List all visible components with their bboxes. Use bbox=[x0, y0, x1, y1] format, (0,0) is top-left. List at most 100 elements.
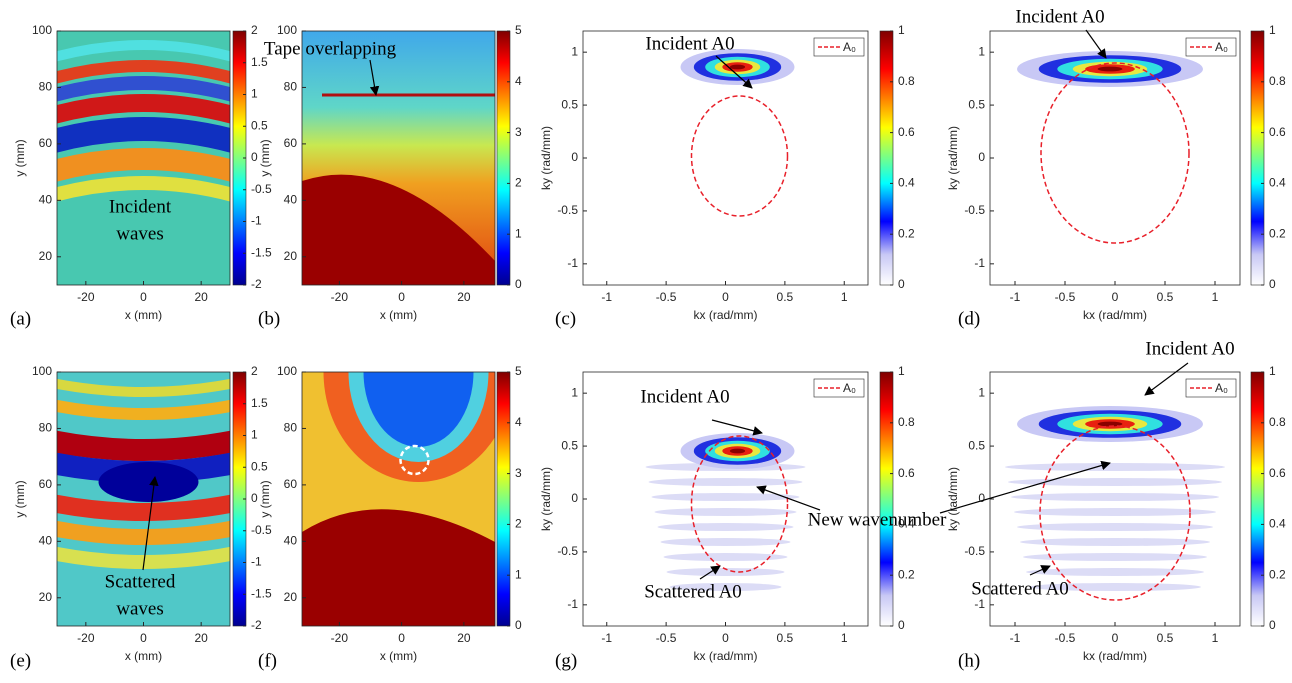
spectrum-streak bbox=[1014, 508, 1216, 516]
y-tick-label: 40 bbox=[39, 193, 53, 207]
colorbar-tick-label: -2 bbox=[251, 618, 262, 632]
y-axis-label: y (mm) bbox=[13, 139, 27, 176]
panel-label: (b) bbox=[258, 308, 280, 329]
x-tick-label: 0.5 bbox=[1157, 290, 1174, 304]
spectrum-streak bbox=[654, 508, 797, 516]
y-tick-label: 0.5 bbox=[561, 97, 578, 111]
spectrum-blob bbox=[1097, 421, 1123, 427]
colorbar-tick-label: 0.8 bbox=[898, 415, 915, 429]
y-tick-label: 1 bbox=[571, 385, 578, 399]
spectrum-streak bbox=[657, 523, 794, 531]
colorbar-tick-label: 0.2 bbox=[898, 567, 915, 581]
defect-marker bbox=[399, 444, 430, 476]
colorbar-tick-label: -0.5 bbox=[251, 523, 272, 537]
panel-label: (e) bbox=[10, 650, 31, 671]
y-tick-label: 100 bbox=[277, 364, 297, 378]
colorbar-tick-label: 0.5 bbox=[251, 118, 268, 132]
annotation: waves bbox=[116, 223, 163, 244]
colorbar-tick-label: 0.2 bbox=[1269, 567, 1286, 581]
colorbar-tick-label: 2 bbox=[515, 517, 522, 531]
y-tick-label: -1 bbox=[974, 256, 985, 270]
y-tick-label: -1 bbox=[974, 597, 985, 611]
colorbar-tick-label: 1 bbox=[1269, 364, 1276, 378]
x-tick-label: 0.5 bbox=[1157, 631, 1174, 645]
colorbar bbox=[496, 371, 511, 627]
plot-image bbox=[302, 31, 495, 285]
wave-band bbox=[57, 148, 230, 182]
colorbar-tick-label: 0.8 bbox=[898, 74, 915, 88]
annotation-arrow bbox=[1029, 565, 1051, 576]
spectrum-streak bbox=[1005, 463, 1225, 471]
annotation-arrow bbox=[756, 485, 821, 511]
panel-label: (g) bbox=[555, 650, 577, 671]
colorbar-tick-label: 5 bbox=[515, 364, 522, 378]
colorbar-tick-label: 0 bbox=[1269, 277, 1276, 291]
spectrum-streak bbox=[1023, 553, 1207, 561]
plot-image bbox=[583, 31, 868, 285]
x-axis-label: x (mm) bbox=[125, 308, 162, 322]
colorbar bbox=[1250, 371, 1265, 627]
y-tick-label: -0.5 bbox=[964, 203, 985, 217]
wave-band bbox=[57, 430, 230, 461]
field-image bbox=[302, 509, 495, 626]
x-tick-label: -0.5 bbox=[656, 290, 677, 304]
colorbar-tick-label: 0.4 bbox=[1269, 517, 1286, 531]
spectrum-streak bbox=[1011, 493, 1219, 501]
y-axis-label: y (mm) bbox=[13, 480, 27, 517]
plot-image bbox=[57, 31, 230, 285]
annotation: Scattered A0 bbox=[971, 578, 1069, 599]
colorbar-tick-label: 0.6 bbox=[898, 466, 915, 480]
y-tick-label: 80 bbox=[284, 421, 298, 435]
wave-band bbox=[57, 520, 230, 545]
y-tick-label: 0.5 bbox=[561, 438, 578, 452]
x-axis-label: kx (rad/mm) bbox=[1083, 308, 1147, 322]
annotation: Incident A0 bbox=[1145, 338, 1234, 359]
x-tick-label: -20 bbox=[77, 290, 95, 304]
spectrum-blob bbox=[729, 448, 746, 454]
dispersion-curve bbox=[690, 95, 789, 217]
colorbar-tick-label: 4 bbox=[515, 74, 522, 88]
field-image bbox=[302, 174, 495, 285]
colorbar-tick-label: 3 bbox=[515, 125, 522, 139]
colorbar bbox=[879, 371, 894, 627]
y-axis-label: ky (rad/mm) bbox=[539, 467, 553, 531]
colorbar-tick-label: 1 bbox=[515, 226, 522, 240]
y-tick-label: 40 bbox=[284, 534, 298, 548]
y-tick-label: 40 bbox=[284, 193, 298, 207]
annotation: Incident A0 bbox=[1015, 6, 1104, 27]
field-image bbox=[98, 462, 199, 502]
colorbar-tick-label: 1 bbox=[898, 23, 905, 37]
colorbar-tick-label: 1 bbox=[898, 364, 905, 378]
x-tick-label: -0.5 bbox=[656, 631, 677, 645]
spectrum-streak bbox=[651, 493, 800, 501]
colorbar-tick-label: 0 bbox=[898, 277, 905, 291]
wave-band bbox=[57, 117, 230, 153]
colorbar-tick-label: 1 bbox=[251, 87, 258, 101]
colorbar-tick-label: 0 bbox=[251, 491, 258, 505]
y-tick-label: 60 bbox=[284, 477, 298, 491]
y-tick-label: 80 bbox=[39, 421, 53, 435]
x-tick-label: 1 bbox=[1212, 631, 1219, 645]
spectrum-blob bbox=[1097, 66, 1123, 72]
x-tick-label: -1 bbox=[1010, 290, 1021, 304]
dispersion-curve bbox=[1040, 62, 1190, 244]
annotation: Incident bbox=[109, 196, 172, 217]
colorbar-tick-label: 0 bbox=[1269, 618, 1276, 632]
colorbar-tick-label: 0.8 bbox=[1269, 415, 1286, 429]
y-tick-label: 20 bbox=[39, 590, 53, 604]
panel-label: (c) bbox=[555, 308, 576, 329]
y-tick-label: 1 bbox=[978, 385, 985, 399]
colorbar-tick-label: -1 bbox=[251, 555, 262, 569]
annotation-arrow bbox=[711, 419, 763, 436]
colorbar-tick-label: 2 bbox=[251, 23, 258, 37]
annotation: Scattered A0 bbox=[644, 581, 742, 602]
x-tick-label: 0.5 bbox=[777, 631, 794, 645]
colorbar-tick-label: 0.6 bbox=[898, 125, 915, 139]
spectrum-streak bbox=[666, 568, 785, 576]
colorbar-tick-label: -1.5 bbox=[251, 245, 272, 259]
colorbar-tick-label: 2 bbox=[515, 176, 522, 190]
colorbar-tick-label: 0 bbox=[515, 277, 522, 291]
y-tick-label: 0 bbox=[978, 150, 985, 164]
colorbar-tick-label: -1.5 bbox=[251, 586, 272, 600]
